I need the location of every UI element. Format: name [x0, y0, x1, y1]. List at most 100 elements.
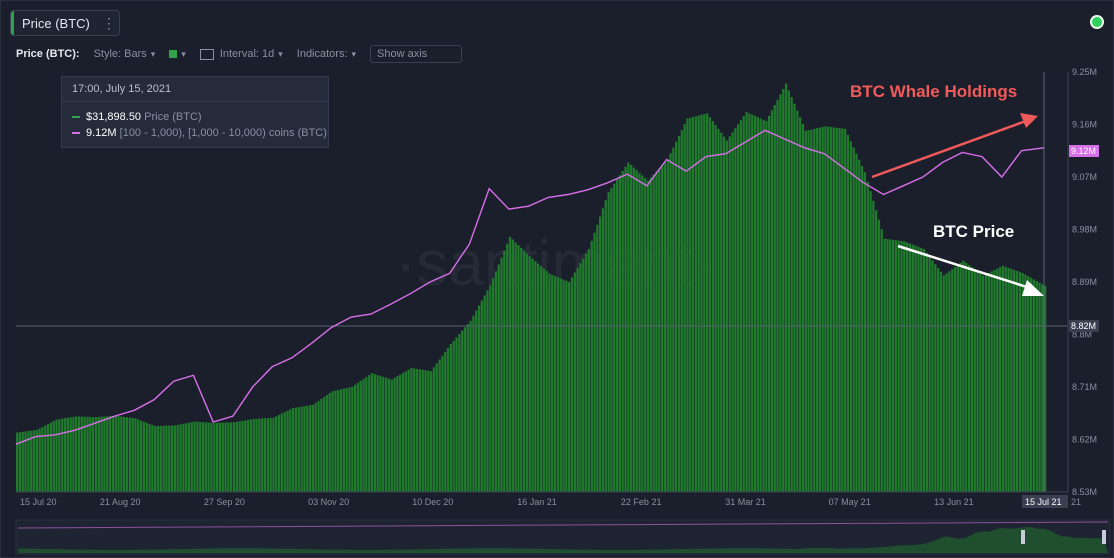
price-bar — [246, 419, 250, 492]
price-bar — [551, 274, 554, 492]
price-bar — [675, 141, 678, 493]
price-bar — [1007, 267, 1010, 492]
price-bar — [827, 126, 830, 492]
price-bar — [475, 310, 478, 492]
price-bar — [630, 165, 633, 492]
price-annotation-label: BTC Price — [933, 222, 1014, 241]
price-bar — [570, 277, 574, 492]
price-bar — [683, 124, 686, 493]
price-bar — [748, 113, 751, 493]
price-bar — [337, 389, 340, 492]
price-bar — [618, 175, 621, 492]
price-bar — [976, 271, 979, 492]
price-bar — [483, 295, 486, 492]
price-bar — [700, 114, 703, 493]
price-bar — [900, 240, 903, 492]
price-bar — [776, 99, 779, 492]
price-bar — [266, 418, 269, 492]
price-bar — [401, 372, 405, 492]
price-bar — [880, 229, 883, 492]
indicators-dropdown[interactable]: Indicators: ▾ — [297, 48, 356, 60]
x-axis-tick-label: 07 May 21 — [829, 497, 871, 507]
price-bar — [889, 239, 892, 492]
style-dropdown[interactable]: Style: Bars ▾ — [94, 48, 156, 60]
tooltip-price-value: $31,898.50 — [86, 111, 142, 123]
right-axis-tick-label: 8.53M — [1072, 487, 1097, 497]
price-bar — [993, 270, 996, 492]
price-bar — [125, 417, 129, 492]
price-bar — [869, 191, 872, 492]
tab-title: Price (BTC) — [22, 15, 90, 31]
price-bar — [173, 425, 176, 492]
price-bar — [517, 245, 520, 492]
price-bar — [52, 421, 55, 492]
x-axis-tick-label: 16 Jan 21 — [517, 497, 557, 507]
price-bar — [238, 421, 241, 492]
price-bar — [604, 200, 607, 493]
price-bar — [872, 200, 875, 492]
whale-arrow-head-icon — [1020, 113, 1038, 128]
show-axis-button[interactable]: Show axis — [370, 45, 463, 63]
x-axis-tick-label: 27 Sep 20 — [204, 497, 245, 507]
price-bar — [891, 239, 895, 492]
tab-price-btc[interactable]: Price (BTC) ⋮ — [10, 10, 120, 36]
price-bar — [998, 267, 1002, 492]
price-bar — [737, 124, 740, 492]
price-bar — [365, 377, 368, 492]
price-bar — [897, 240, 900, 492]
interval-dropdown[interactable]: Interval: 1d ▾ — [199, 48, 283, 60]
price-bar — [711, 121, 714, 492]
price-bar — [185, 423, 188, 492]
price-bar — [500, 257, 503, 492]
price-bar — [30, 430, 33, 492]
price-bar — [244, 420, 247, 492]
kebab-icon[interactable]: ⋮ — [101, 14, 116, 31]
price-bar — [97, 416, 100, 492]
price-bar — [151, 425, 154, 492]
price-bar — [103, 416, 106, 492]
price-bar — [292, 408, 295, 492]
right-axis-tick-label: 8.98M — [1072, 225, 1097, 235]
price-bar — [652, 174, 655, 492]
chevron-down-icon: ▾ — [278, 48, 283, 59]
price-bar — [455, 337, 458, 492]
price-bar — [968, 264, 971, 492]
price-bar — [908, 243, 912, 492]
price-bar — [545, 271, 548, 492]
price-bar — [691, 117, 695, 492]
price-arrow-head-icon — [1022, 280, 1044, 296]
price-bar — [894, 240, 897, 492]
navigator-handle-left[interactable] — [1021, 530, 1025, 544]
navigator-handle-right[interactable] — [1102, 530, 1106, 544]
price-bar — [213, 422, 216, 492]
status-dot-icon — [1092, 17, 1102, 27]
calendar-icon — [199, 48, 214, 60]
price-bar — [154, 426, 157, 492]
price-bar — [553, 276, 557, 492]
price-bar — [162, 425, 165, 492]
price-bar — [914, 245, 917, 492]
price-bar — [773, 105, 776, 492]
price-bar — [249, 419, 253, 492]
price-bar — [148, 423, 151, 492]
price-bar — [323, 397, 326, 492]
x-axis-ticks: 15 Jul 20 21 Aug 20 27 Sep 20 03 Nov 20 10 D… — [20, 497, 974, 507]
x-axis-tick-label: 31 Mar 21 — [725, 497, 766, 507]
price-bar — [663, 162, 667, 493]
price-bar — [697, 115, 700, 492]
data-tooltip: 17:00, July 15, 2021 $31,898.50 Price (B… — [61, 76, 329, 148]
price-bar — [799, 117, 802, 493]
price-bar — [739, 120, 743, 492]
color-picker[interactable]: ▾ — [169, 49, 186, 60]
price-bar — [753, 115, 757, 493]
price-bar — [1029, 277, 1033, 492]
price-bar — [342, 388, 345, 492]
price-bar — [832, 127, 836, 493]
price-bar — [920, 247, 923, 492]
price-bar — [813, 128, 816, 492]
price-bar — [1027, 276, 1030, 492]
price-bar — [573, 272, 576, 492]
x-axis-tick-label: 22 Feb 21 — [621, 497, 662, 507]
holdings-legend-marker — [72, 132, 80, 135]
